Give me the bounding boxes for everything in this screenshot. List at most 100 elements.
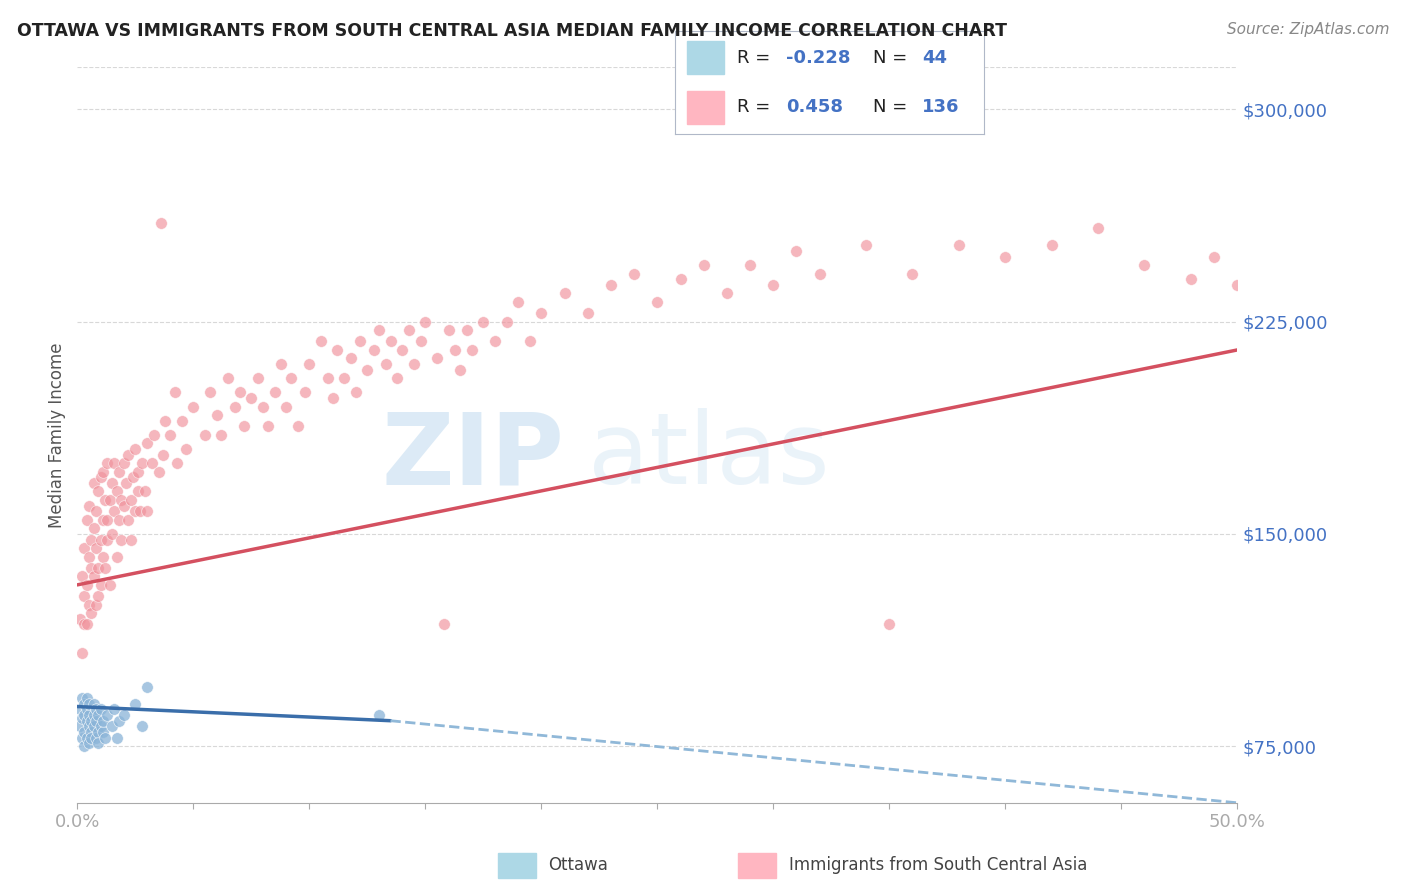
Point [96, 708, 118, 723]
Point [240, 391, 263, 405]
Point [73, 725, 96, 739]
Point [519, 334, 541, 349]
Point [94, 731, 117, 745]
Point [280, 371, 302, 385]
Text: R =: R = [737, 98, 776, 116]
Point [96, 456, 118, 470]
Point [901, 267, 924, 281]
Text: Immigrants from South Central Asia: Immigrants from South Central Asia [789, 856, 1087, 874]
Point [94, 561, 117, 575]
Point [87, 725, 110, 739]
Point [76, 513, 98, 527]
Point [124, 697, 146, 711]
Point [87, 589, 110, 603]
Point [70, 731, 93, 745]
Point [80, 561, 103, 575]
Point [368, 708, 391, 723]
Point [495, 315, 517, 329]
Y-axis label: Median Family Income: Median Family Income [48, 343, 66, 527]
Point [135, 680, 157, 694]
Point [142, 427, 165, 442]
Point [600, 277, 623, 292]
FancyBboxPatch shape [738, 853, 776, 878]
Point [87, 736, 110, 750]
Point [69, 702, 91, 716]
Point [391, 343, 413, 357]
Point [73, 617, 96, 632]
Point [437, 323, 460, 337]
Text: 0.458: 0.458 [786, 98, 844, 116]
Point [77, 499, 100, 513]
Point [105, 731, 128, 745]
Point [152, 448, 174, 462]
Point [83, 708, 105, 723]
Point [994, 250, 1017, 264]
Point [76, 691, 98, 706]
Point [80, 731, 103, 745]
Point [326, 343, 349, 357]
FancyBboxPatch shape [688, 91, 724, 124]
Point [194, 427, 217, 442]
Point [409, 334, 432, 349]
Point [101, 527, 124, 541]
Point [103, 702, 125, 716]
Point [398, 323, 420, 337]
Point [87, 561, 110, 575]
Point [84, 702, 107, 716]
Point [368, 323, 391, 337]
Point [83, 719, 105, 733]
Point [90, 702, 111, 716]
Text: OTTAWA VS IMMIGRANTS FROM SOUTH CENTRAL ASIA MEDIAN FAMILY INCOME CORRELATION CH: OTTAWA VS IMMIGRANTS FROM SOUTH CENTRAL … [17, 22, 1007, 40]
Point [84, 598, 107, 612]
Point [77, 736, 100, 750]
Point [101, 475, 124, 490]
Point [77, 719, 100, 733]
Point [87, 708, 110, 723]
Text: 136: 136 [922, 98, 960, 116]
Point [762, 277, 785, 292]
Point [647, 294, 669, 309]
Point [163, 385, 186, 400]
Point [402, 357, 425, 371]
Point [426, 351, 449, 366]
Point [252, 400, 274, 414]
Point [83, 569, 105, 583]
Point [294, 385, 316, 400]
Point [198, 385, 221, 400]
Point [449, 363, 471, 377]
Point [115, 475, 138, 490]
Point [716, 286, 738, 301]
Point [90, 533, 111, 547]
Point [77, 598, 100, 612]
Point [124, 442, 146, 456]
Point [224, 400, 246, 414]
Point [576, 306, 599, 320]
Point [363, 343, 385, 357]
Point [105, 484, 128, 499]
Point [117, 513, 139, 527]
Point [349, 334, 371, 349]
Point [530, 306, 553, 320]
Point [1180, 272, 1202, 286]
Point [374, 357, 396, 371]
Point [131, 456, 153, 470]
Point [444, 343, 467, 357]
Point [170, 414, 193, 428]
Point [77, 549, 100, 564]
Point [87, 484, 110, 499]
Point [70, 646, 93, 660]
Point [159, 427, 181, 442]
Point [855, 238, 877, 252]
Point [96, 533, 118, 547]
Point [808, 267, 831, 281]
Point [155, 414, 177, 428]
Point [70, 711, 93, 725]
Point [135, 436, 157, 450]
Point [73, 739, 96, 754]
Point [108, 714, 131, 728]
Point [98, 578, 121, 592]
Point [948, 238, 970, 252]
Text: atlas: atlas [588, 409, 830, 506]
Point [135, 504, 157, 518]
Point [228, 385, 252, 400]
